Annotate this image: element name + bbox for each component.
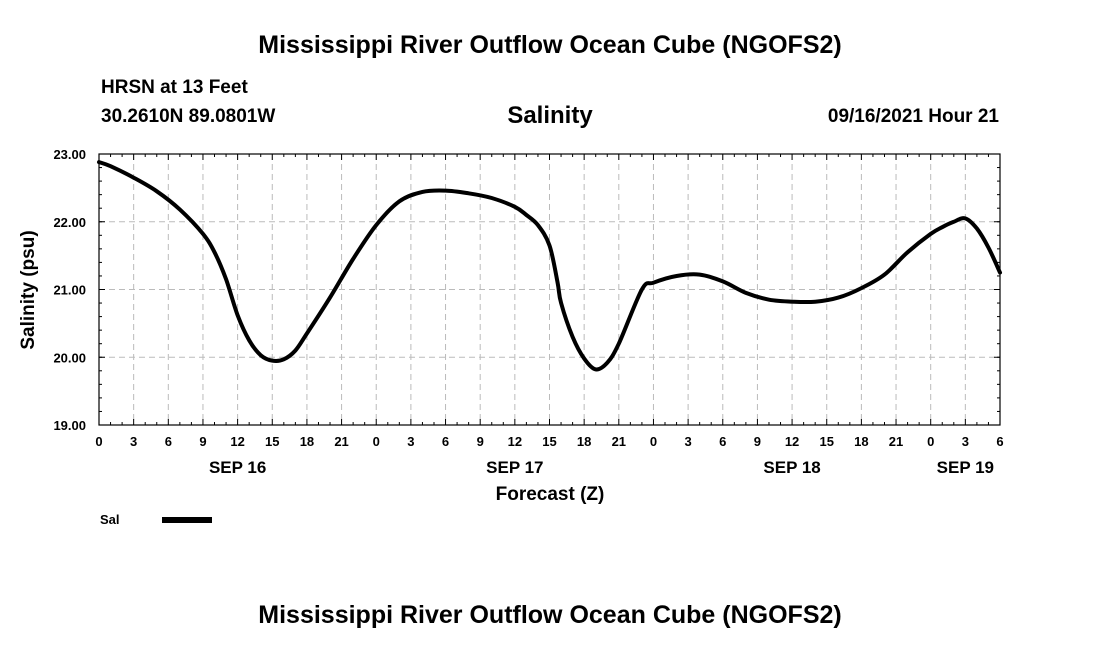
x-tick-label: 6 — [165, 434, 172, 449]
x-tick-label: 9 — [477, 434, 484, 449]
x-tick-label: 18 — [854, 434, 868, 449]
y-tick-label: 19.00 — [53, 418, 86, 433]
y-axis-label: Salinity (psu) — [18, 230, 39, 349]
x-tick-label: 15 — [265, 434, 279, 449]
x-tick-label: 9 — [199, 434, 206, 449]
date-label: SEP 16 — [209, 458, 266, 477]
date-label: SEP 19 — [937, 458, 994, 477]
legend-label: Sal — [100, 512, 120, 527]
x-tick-label: 18 — [577, 434, 591, 449]
tick-layer — [98, 153, 1001, 426]
y-tick-label: 22.00 — [53, 215, 86, 230]
x-tick-label: 15 — [819, 434, 833, 449]
y-tick-label: 23.00 — [53, 147, 86, 162]
coordinates-label: 30.2610N 89.0801W — [101, 106, 276, 127]
x-tick-label: 6 — [719, 434, 726, 449]
chart-title: Salinity — [507, 102, 593, 129]
x-tick-label: 0 — [95, 434, 102, 449]
x-tick-label: 3 — [130, 434, 137, 449]
x-tick-label: 12 — [785, 434, 799, 449]
x-tick-label: 3 — [962, 434, 969, 449]
x-tick-label: 3 — [684, 434, 691, 449]
x-tick-label: 21 — [889, 434, 903, 449]
date-label: SEP 17 — [486, 458, 543, 477]
x-tick-label: 0 — [650, 434, 657, 449]
date-label: SEP 18 — [763, 458, 820, 477]
x-tick-label: 6 — [442, 434, 449, 449]
x-axis-label: Forecast (Z) — [496, 484, 605, 505]
x-tick-label: 12 — [508, 434, 522, 449]
x-tick-label: 12 — [230, 434, 244, 449]
top-title: Mississippi River Outflow Ocean Cube (NG… — [258, 31, 842, 59]
x-tick-label: 9 — [754, 434, 761, 449]
label-layer: 0 3 6 9 12 15 18 21 0 3 6 9 12 15 18 21 0 3 6 9 12 15 18 21 0 3 6 1… — [53, 147, 1003, 477]
station-label: HRSN at 13 Feet — [101, 77, 248, 98]
x-tick-label: 15 — [542, 434, 556, 449]
grid-layer — [99, 154, 1000, 425]
y-tick-label: 21.00 — [53, 283, 86, 298]
series-line-sal — [97, 160, 1002, 372]
bottom-title: Mississippi River Outflow Ocean Cube (NG… — [258, 601, 842, 629]
datetime-label: 09/16/2021 Hour 21 — [827, 106, 999, 127]
y-tick-label: 20.00 — [53, 350, 86, 365]
x-tick-label: 21 — [334, 434, 348, 449]
x-tick-label: 0 — [927, 434, 934, 449]
x-tick-label: 18 — [300, 434, 314, 449]
x-tick-label: 6 — [996, 434, 1003, 449]
x-tick-label: 3 — [407, 434, 414, 449]
x-tick-label: 0 — [373, 434, 380, 449]
x-tick-label: 21 — [612, 434, 626, 449]
